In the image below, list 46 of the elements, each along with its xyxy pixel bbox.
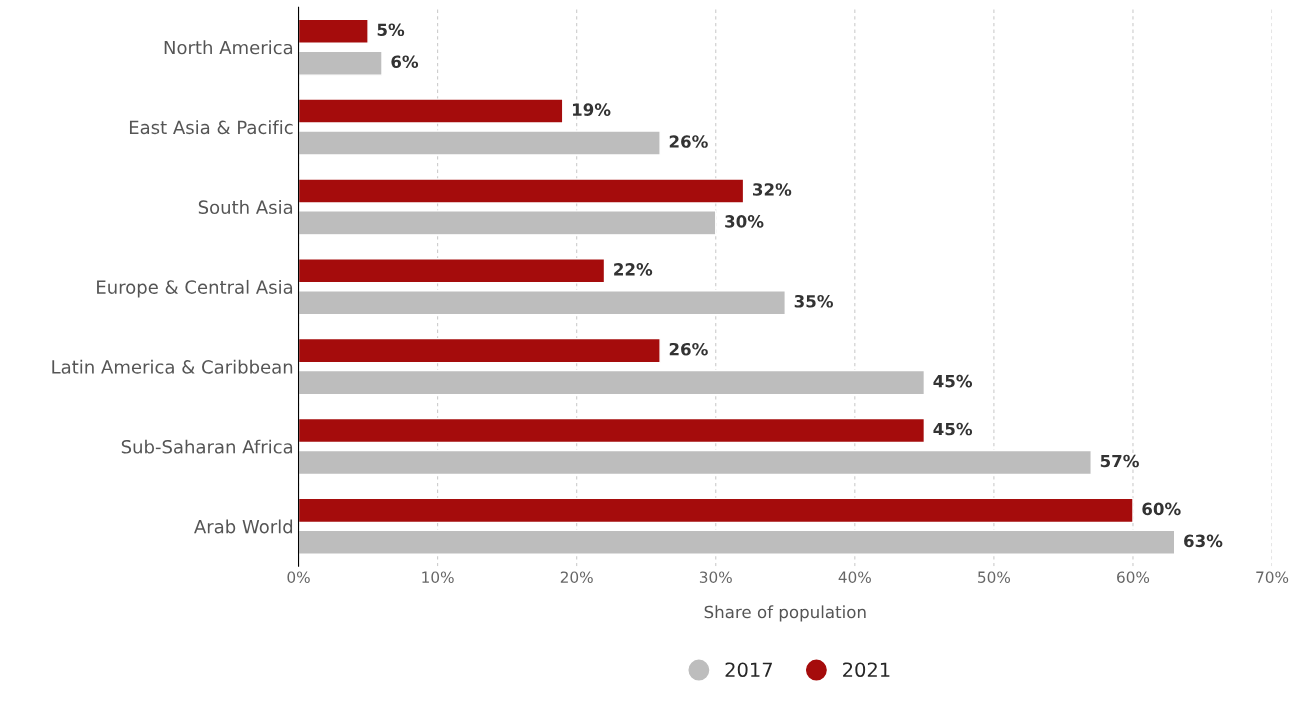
bar: [298, 50, 383, 76]
bar: [298, 449, 1092, 476]
data-label: 32%: [753, 183, 792, 196]
legend-label: 2017: [725, 662, 772, 678]
legend-label: 2021: [843, 662, 890, 678]
bar: [298, 290, 786, 316]
data-label: 57%: [1100, 454, 1139, 468]
x-tick-label: 50%: [978, 571, 1011, 583]
bar: [298, 497, 1134, 524]
data-label: 45%: [933, 422, 973, 436]
data-label: 30%: [725, 215, 764, 228]
x-tick-label: 30%: [699, 571, 732, 583]
x-axis-title: Share of population: [704, 605, 866, 622]
bar: [298, 258, 606, 284]
x-tick-label: 60%: [1117, 571, 1150, 583]
y-tick-label: South Asia: [198, 200, 293, 215]
data-label: 22%: [614, 263, 653, 276]
y-tick-label: North America: [164, 40, 293, 55]
bar: [298, 369, 926, 396]
bar: [298, 210, 717, 236]
data-label: 35%: [794, 294, 833, 308]
data-label: 60%: [1142, 502, 1181, 516]
data-label: 63%: [1184, 534, 1223, 548]
data-label: 26%: [669, 135, 708, 148]
y-tick-label: Europe & Central Asia: [97, 279, 293, 298]
bar: [298, 98, 564, 124]
data-label: 6%: [391, 55, 419, 68]
y-tick-label: Arab World: [194, 519, 293, 534]
x-tick-label: 10%: [422, 571, 454, 583]
bar: [298, 130, 661, 156]
y-tick-label: Sub-Saharan Africa: [121, 439, 293, 454]
data-label: 5%: [377, 23, 405, 37]
data-label: 26%: [669, 342, 708, 356]
bar: [298, 337, 661, 364]
x-tick-label: 20%: [560, 571, 593, 583]
bar: [298, 417, 926, 444]
y-tick-label: East Asia & Pacific: [129, 120, 293, 135]
bar: [298, 529, 1176, 555]
x-tick-label: 0%: [287, 571, 310, 583]
bar: [298, 18, 369, 44]
x-tick-label: 70%: [1256, 571, 1289, 583]
data-label: 19%: [572, 103, 611, 116]
data-label: 45%: [933, 374, 973, 388]
y-tick-label: Latin America & Caribbean: [52, 359, 293, 374]
x-tick-label: 40%: [838, 571, 871, 583]
bar: [298, 178, 745, 204]
